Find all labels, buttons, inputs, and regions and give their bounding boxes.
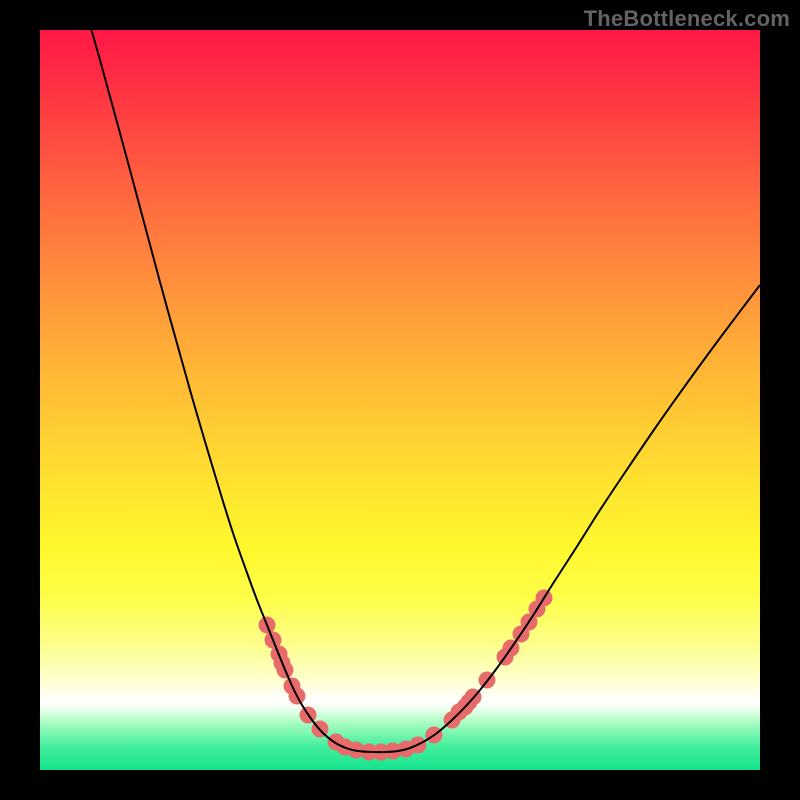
chart-svg [0, 0, 800, 800]
chart-container: { "watermark": { "text": "TheBottleneck.… [0, 0, 800, 800]
watermark-text: TheBottleneck.com [584, 6, 790, 32]
plot-background [40, 30, 760, 770]
